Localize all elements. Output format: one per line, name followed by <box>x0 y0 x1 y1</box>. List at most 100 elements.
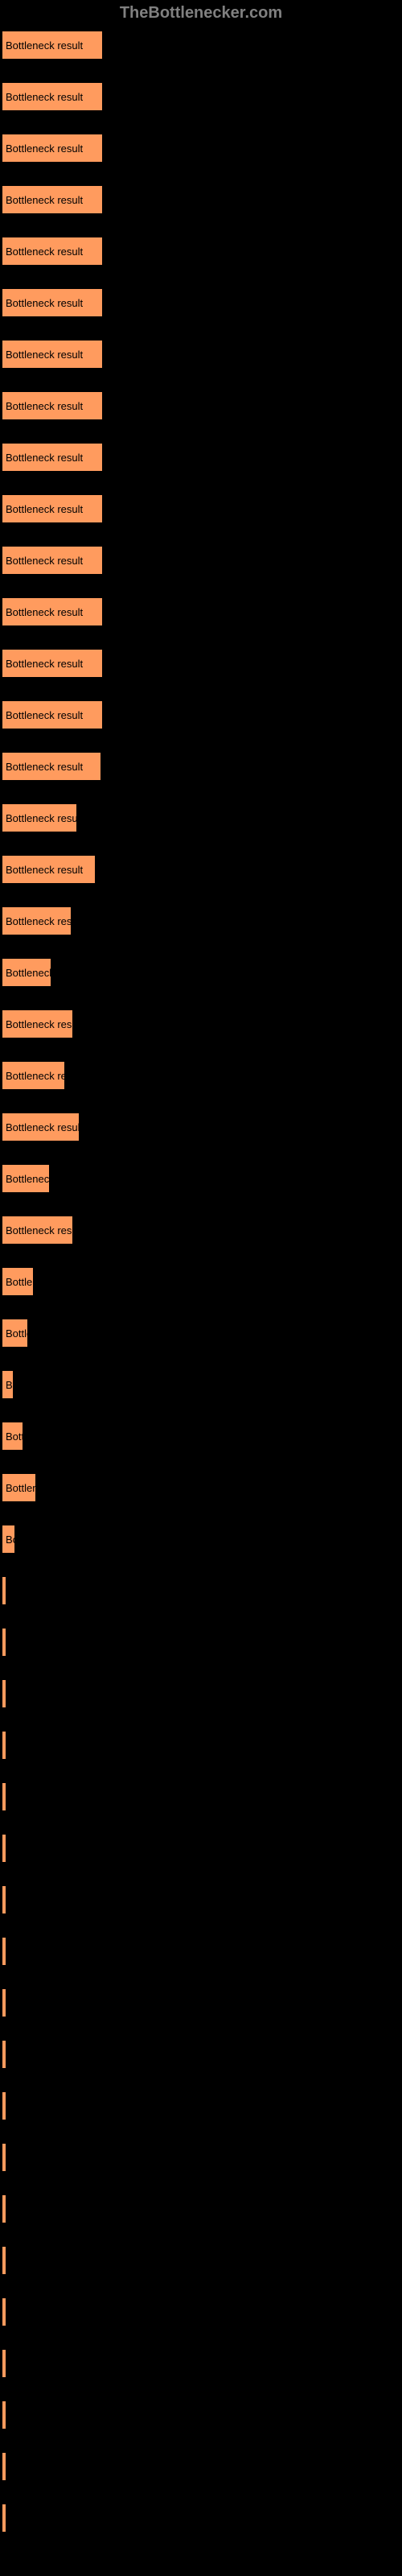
bar: Bottleneck result <box>2 494 103 523</box>
bar-row: Bottleneck result <box>2 649 400 678</box>
bar-row: Bottleneck result <box>2 2452 400 2481</box>
bar-label: Bottleneck result <box>6 452 83 464</box>
bar-row: Bottleneck result <box>2 2246 400 2275</box>
bar: Bottleneck result <box>2 1576 6 1605</box>
bar: Bottleneck result <box>2 82 103 111</box>
bar: Bottleneck result <box>2 1370 14 1399</box>
bar: Bottleneck result <box>2 1885 6 1914</box>
bar-label: Bottleneck result <box>6 1276 34 1288</box>
bar-label: Bottleneck result <box>6 503 83 515</box>
bar: Bottleneck result <box>2 1679 6 1708</box>
bar: Bottleneck result <box>2 1525 15 1554</box>
bar: Bottleneck result <box>2 597 103 626</box>
bar: Bottleneck result <box>2 1422 23 1451</box>
bar-label: Bottleneck result <box>6 1379 14 1391</box>
bar: Bottleneck result <box>2 2246 6 2275</box>
bar: Bottleneck result <box>2 340 103 369</box>
bar-row: Bottleneck result <box>2 1422 400 1451</box>
bar-label: Bottleneck result <box>6 39 83 52</box>
bar: Bottleneck result <box>2 288 103 317</box>
bar-row: Bottleneck result <box>2 1319 400 1348</box>
bar: Bottleneck result <box>2 546 103 575</box>
bar-label: Bottleneck result <box>6 812 77 824</box>
bar-row: Bottleneck result <box>2 1679 400 1708</box>
bar-label: Bottleneck result <box>6 400 83 412</box>
bar: Bottleneck result <box>2 2504 6 2533</box>
bar-row: Bottleneck result <box>2 2297 400 2326</box>
bar-row: Bottleneck result <box>2 31 400 60</box>
site-title: TheBottlenecker.com <box>120 4 282 22</box>
bar-row: Bottleneck result <box>2 185 400 214</box>
bar-label: Bottleneck result <box>6 1482 36 1494</box>
bar: Bottleneck result <box>2 958 51 987</box>
bar: Bottleneck result <box>2 1009 73 1038</box>
bar: Bottleneck result <box>2 2297 6 2326</box>
bar: Bottleneck result <box>2 2143 6 2172</box>
bar: Bottleneck result <box>2 1216 73 1245</box>
bar: Bottleneck result <box>2 1164 50 1193</box>
bar-row: Bottleneck result <box>2 1988 400 2017</box>
bar-label: Bottleneck result <box>6 1224 73 1236</box>
bar-label: Bottleneck result <box>6 1121 80 1133</box>
bar-label: Bottleneck result <box>6 194 83 206</box>
bar-label: Bottleneck result <box>6 1534 15 1546</box>
bar: Bottleneck result <box>2 1834 6 1863</box>
bar-row: Bottleneck result <box>2 1782 400 1811</box>
bar-row: Bottleneck result <box>2 2401 400 2429</box>
bar: Bottleneck result <box>2 1782 6 1811</box>
bar-row: Bottleneck result <box>2 1834 400 1863</box>
bar-label: Bottleneck result <box>6 658 83 670</box>
bar-row: Bottleneck result <box>2 237 400 266</box>
bar-label: Bottleneck result <box>6 606 83 618</box>
bar-row: Bottleneck result <box>2 494 400 523</box>
bar: Bottleneck result <box>2 1319 28 1348</box>
bar: Bottleneck result <box>2 1061 65 1090</box>
bar-label: Bottleneck result <box>6 297 83 309</box>
bar-row: Bottleneck result <box>2 803 400 832</box>
bar: Bottleneck result <box>2 855 96 884</box>
bar-label: Bottleneck result <box>6 91 83 103</box>
bar-label: Bottleneck result <box>6 761 83 773</box>
bar-row: Bottleneck result <box>2 597 400 626</box>
bar-row: Bottleneck result <box>2 340 400 369</box>
bar-label: Bottleneck result <box>6 864 83 876</box>
bar-row: Bottleneck result <box>2 134 400 163</box>
bar-row: Bottleneck result <box>2 700 400 729</box>
bar-label: Bottleneck result <box>6 349 83 361</box>
bar-row: Bottleneck result <box>2 1216 400 1245</box>
bar: Bottleneck result <box>2 1988 6 2017</box>
bar-row: Bottleneck result <box>2 2040 400 2069</box>
bar-row: Bottleneck result <box>2 2194 400 2223</box>
bar-label: Bottleneck result <box>6 1430 23 1443</box>
bar-label: Bottleneck result <box>6 1018 73 1030</box>
bar: Bottleneck result <box>2 1937 6 1966</box>
bar-row: Bottleneck result <box>2 391 400 420</box>
bar-row: Bottleneck result <box>2 288 400 317</box>
bar: Bottleneck result <box>2 1473 36 1502</box>
bar: Bottleneck result <box>2 2452 6 2481</box>
bar-label: Bottleneck result <box>6 709 83 721</box>
bar-row: Bottleneck result <box>2 958 400 987</box>
bar-row: Bottleneck result <box>2 855 400 884</box>
bar-row: Bottleneck result <box>2 2504 400 2533</box>
bar-row: Bottleneck result <box>2 1113 400 1141</box>
bar: Bottleneck result <box>2 2040 6 2069</box>
bar: Bottleneck result <box>2 1267 34 1296</box>
bar-row: Bottleneck result <box>2 1885 400 1914</box>
bar-label: Bottleneck result <box>6 246 83 258</box>
bar-row: Bottleneck result <box>2 1576 400 1605</box>
bar: Bottleneck result <box>2 391 103 420</box>
bar-row: Bottleneck result <box>2 1937 400 1966</box>
bar: Bottleneck result <box>2 31 103 60</box>
bar-row: Bottleneck result <box>2 1009 400 1038</box>
bar: Bottleneck result <box>2 185 103 214</box>
bar: Bottleneck result <box>2 649 103 678</box>
bar: Bottleneck result <box>2 443 103 472</box>
bar: Bottleneck result <box>2 2349 6 2378</box>
bar-row: Bottleneck result <box>2 1370 400 1399</box>
page-header: TheBottlenecker.com <box>0 0 402 31</box>
bar-row: Bottleneck result <box>2 2349 400 2378</box>
bar: Bottleneck result <box>2 134 103 163</box>
bar: Bottleneck result <box>2 803 77 832</box>
bar-row: Bottleneck result <box>2 1164 400 1193</box>
